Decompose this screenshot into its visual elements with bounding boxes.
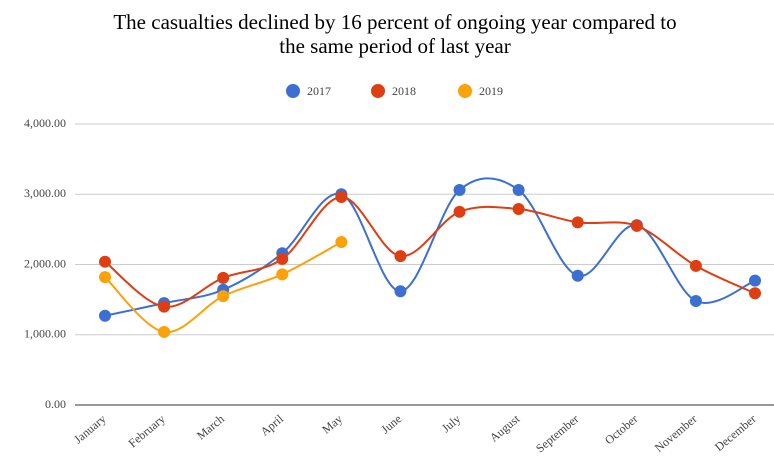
data-point	[689, 295, 702, 308]
x-tick-label: August	[487, 411, 523, 444]
x-tick-label: June	[378, 412, 404, 437]
data-point	[217, 290, 230, 303]
legend-marker	[458, 84, 472, 98]
x-tick-label: January	[71, 412, 109, 447]
y-tick-label: 3,000.00	[24, 186, 66, 200]
data-point	[158, 325, 171, 338]
x-tick-label: February	[126, 412, 168, 451]
y-tick-label: 4,000.00	[24, 116, 66, 130]
data-point	[571, 269, 584, 282]
data-point	[335, 191, 348, 204]
data-point	[276, 268, 289, 281]
data-point	[453, 184, 466, 197]
legend-label: 2018	[392, 84, 416, 98]
data-point	[335, 236, 348, 249]
series-line	[104, 177, 756, 317]
data-point	[276, 252, 289, 265]
data-point	[394, 285, 407, 298]
y-tick-label: 2,000.00	[24, 256, 66, 270]
data-point	[453, 205, 466, 218]
legend-label: 2019	[479, 84, 503, 98]
x-tick-label: March	[194, 412, 227, 443]
legend-marker	[286, 84, 300, 98]
x-tick-label: May	[319, 412, 345, 437]
legend-marker	[371, 84, 385, 98]
data-point	[689, 259, 702, 272]
data-point	[217, 271, 230, 284]
data-point	[99, 255, 111, 268]
y-tick-label: 1,000.00	[24, 327, 66, 341]
data-point	[394, 250, 407, 263]
legend-label: 2017	[307, 84, 331, 98]
data-point	[158, 300, 171, 313]
data-point	[99, 309, 111, 322]
y-tick-label: 0.00	[45, 397, 66, 411]
x-tick-label: April	[258, 411, 287, 438]
x-tick-label: September	[533, 412, 581, 456]
series-line	[104, 196, 756, 308]
data-point	[99, 271, 111, 284]
x-tick-label: October	[602, 412, 641, 448]
x-tick-label: November	[652, 412, 700, 455]
data-point	[512, 184, 525, 197]
data-point	[749, 287, 761, 300]
x-tick-label: July	[439, 412, 463, 436]
chart-title: The casualties declined by 16 percent of…	[113, 10, 676, 58]
data-point	[749, 274, 761, 287]
data-point	[512, 203, 525, 216]
data-point	[571, 216, 584, 229]
data-point	[630, 219, 643, 232]
x-tick-label: December	[712, 412, 759, 454]
